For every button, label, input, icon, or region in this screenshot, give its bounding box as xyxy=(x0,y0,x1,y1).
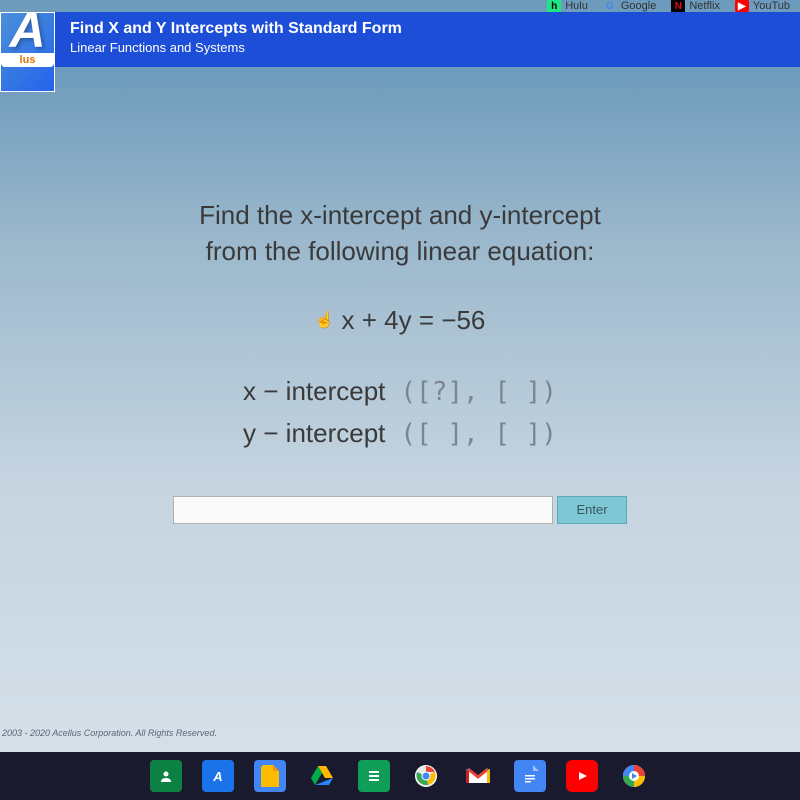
taskbar-app-icon[interactable] xyxy=(150,760,182,792)
taskbar-acellus-icon[interactable]: A xyxy=(202,760,234,792)
x-intercept-answer[interactable]: ([?], [ ]) xyxy=(400,372,557,414)
taskbar-sheets-icon[interactable] xyxy=(358,760,390,792)
taskbar-chrome-icon[interactable] xyxy=(410,760,442,792)
taskbar: A xyxy=(0,752,800,800)
bookmark-label: YouTub xyxy=(753,0,790,12)
taskbar-play-icon[interactable] xyxy=(618,760,650,792)
bookmarks-bar: h Hulu G Google N Netflix ▶ YouTub xyxy=(0,0,800,12)
equation: ☝ x + 4y = −56 xyxy=(100,305,700,336)
bookmark-label: Hulu xyxy=(565,0,588,12)
x-intercept-line: x − intercept ([?], [ ]) xyxy=(100,371,700,414)
logo-letter: A xyxy=(9,12,45,53)
taskbar-docs-icon[interactable] xyxy=(254,760,286,792)
enter-button[interactable]: Enter xyxy=(557,496,626,524)
y-intercept-answer[interactable]: ([ ], [ ]) xyxy=(400,414,557,456)
page-title: Find X and Y Intercepts with Standard Fo… xyxy=(70,20,730,38)
answer-input-row: Enter xyxy=(100,496,700,524)
intercepts-block: x − intercept ([?], [ ]) y − intercept (… xyxy=(100,371,700,456)
taskbar-gmail-icon[interactable] xyxy=(462,760,494,792)
copyright-text: 2003 - 2020 Acellus Corporation. All Rig… xyxy=(0,728,217,738)
x-intercept-label: x − intercept xyxy=(243,371,385,413)
taskbar-file-icon[interactable] xyxy=(514,760,546,792)
header-bar: A lus Find X and Y Intercepts with Stand… xyxy=(0,12,800,67)
y-intercept-label: y − intercept xyxy=(243,413,385,455)
problem-line: from the following linear equation: xyxy=(100,233,700,269)
bookmark-label: Google xyxy=(621,0,656,12)
svg-text:A: A xyxy=(212,769,222,784)
taskbar-youtube-icon[interactable] xyxy=(566,760,598,792)
logo-badge: A lus xyxy=(0,12,55,92)
answer-input[interactable] xyxy=(173,496,553,524)
equation-text: x + 4y = −56 xyxy=(342,305,486,336)
logo-text: lus xyxy=(1,53,54,67)
content-area: Find the x-intercept and y-intercept fro… xyxy=(0,67,800,564)
taskbar-drive-icon[interactable] xyxy=(306,760,338,792)
problem-text: Find the x-intercept and y-intercept fro… xyxy=(100,197,700,270)
cursor-icon: ☝ xyxy=(315,310,335,330)
problem-line: Find the x-intercept and y-intercept xyxy=(100,197,700,233)
page-subtitle: Linear Functions and Systems xyxy=(70,40,730,55)
bookmark-label: Netflix xyxy=(689,0,720,12)
y-intercept-line: y − intercept ([ ], [ ]) xyxy=(100,413,700,456)
